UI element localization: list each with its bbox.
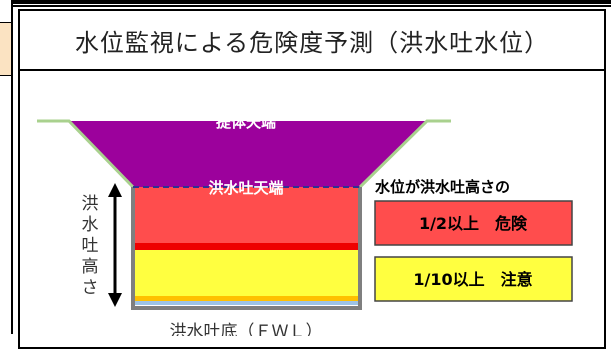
- top-rule-thin: [13, 5, 611, 7]
- channel-frame: [131, 187, 362, 310]
- danger-band: [133, 187, 360, 243]
- right-slope-line: [358, 119, 451, 189]
- crest-label: 提体天端: [216, 113, 276, 131]
- legend-heading: 水位が洪水吐高さの: [375, 178, 510, 196]
- spillway-bottom-label: 洪水吐底（ＦＷＬ）: [170, 322, 323, 336]
- danger-line: [133, 243, 360, 250]
- height-label-vertical: 洪水吐高さ: [82, 194, 99, 298]
- legend-danger-text: 1/2以上 危険: [419, 214, 528, 233]
- page-title: 水位監視による危険度予測（洪水吐水位）: [20, 11, 604, 71]
- orange-line: [133, 296, 360, 301]
- left-slope-line: [37, 119, 135, 189]
- legend-caution-box: [374, 256, 573, 302]
- caution-band: [133, 250, 360, 296]
- embankment-shape: [69, 121, 427, 187]
- arrow-down-icon: [108, 293, 122, 307]
- arrow-up-icon: [108, 183, 122, 197]
- left-tab: [0, 22, 11, 76]
- top-rule: [13, 0, 611, 4]
- base-band: [133, 301, 360, 305]
- legend-danger-box: [374, 200, 573, 246]
- legend-caution-text: 1/10以上 注意: [413, 270, 532, 289]
- left-strip: [0, 0, 13, 334]
- spillway-top-label: 洪水吐天端: [208, 179, 283, 197]
- diagram-panel: 水位監視による危険度予測（洪水吐水位） 提体天端 洪水吐天端 洪水吐高さ 洪水吐…: [18, 9, 606, 349]
- spillway-diagram: 提体天端 洪水吐天端 洪水吐高さ 洪水吐底（ＦＷＬ） 水位が洪水吐高さの 1/2…: [37, 113, 573, 336]
